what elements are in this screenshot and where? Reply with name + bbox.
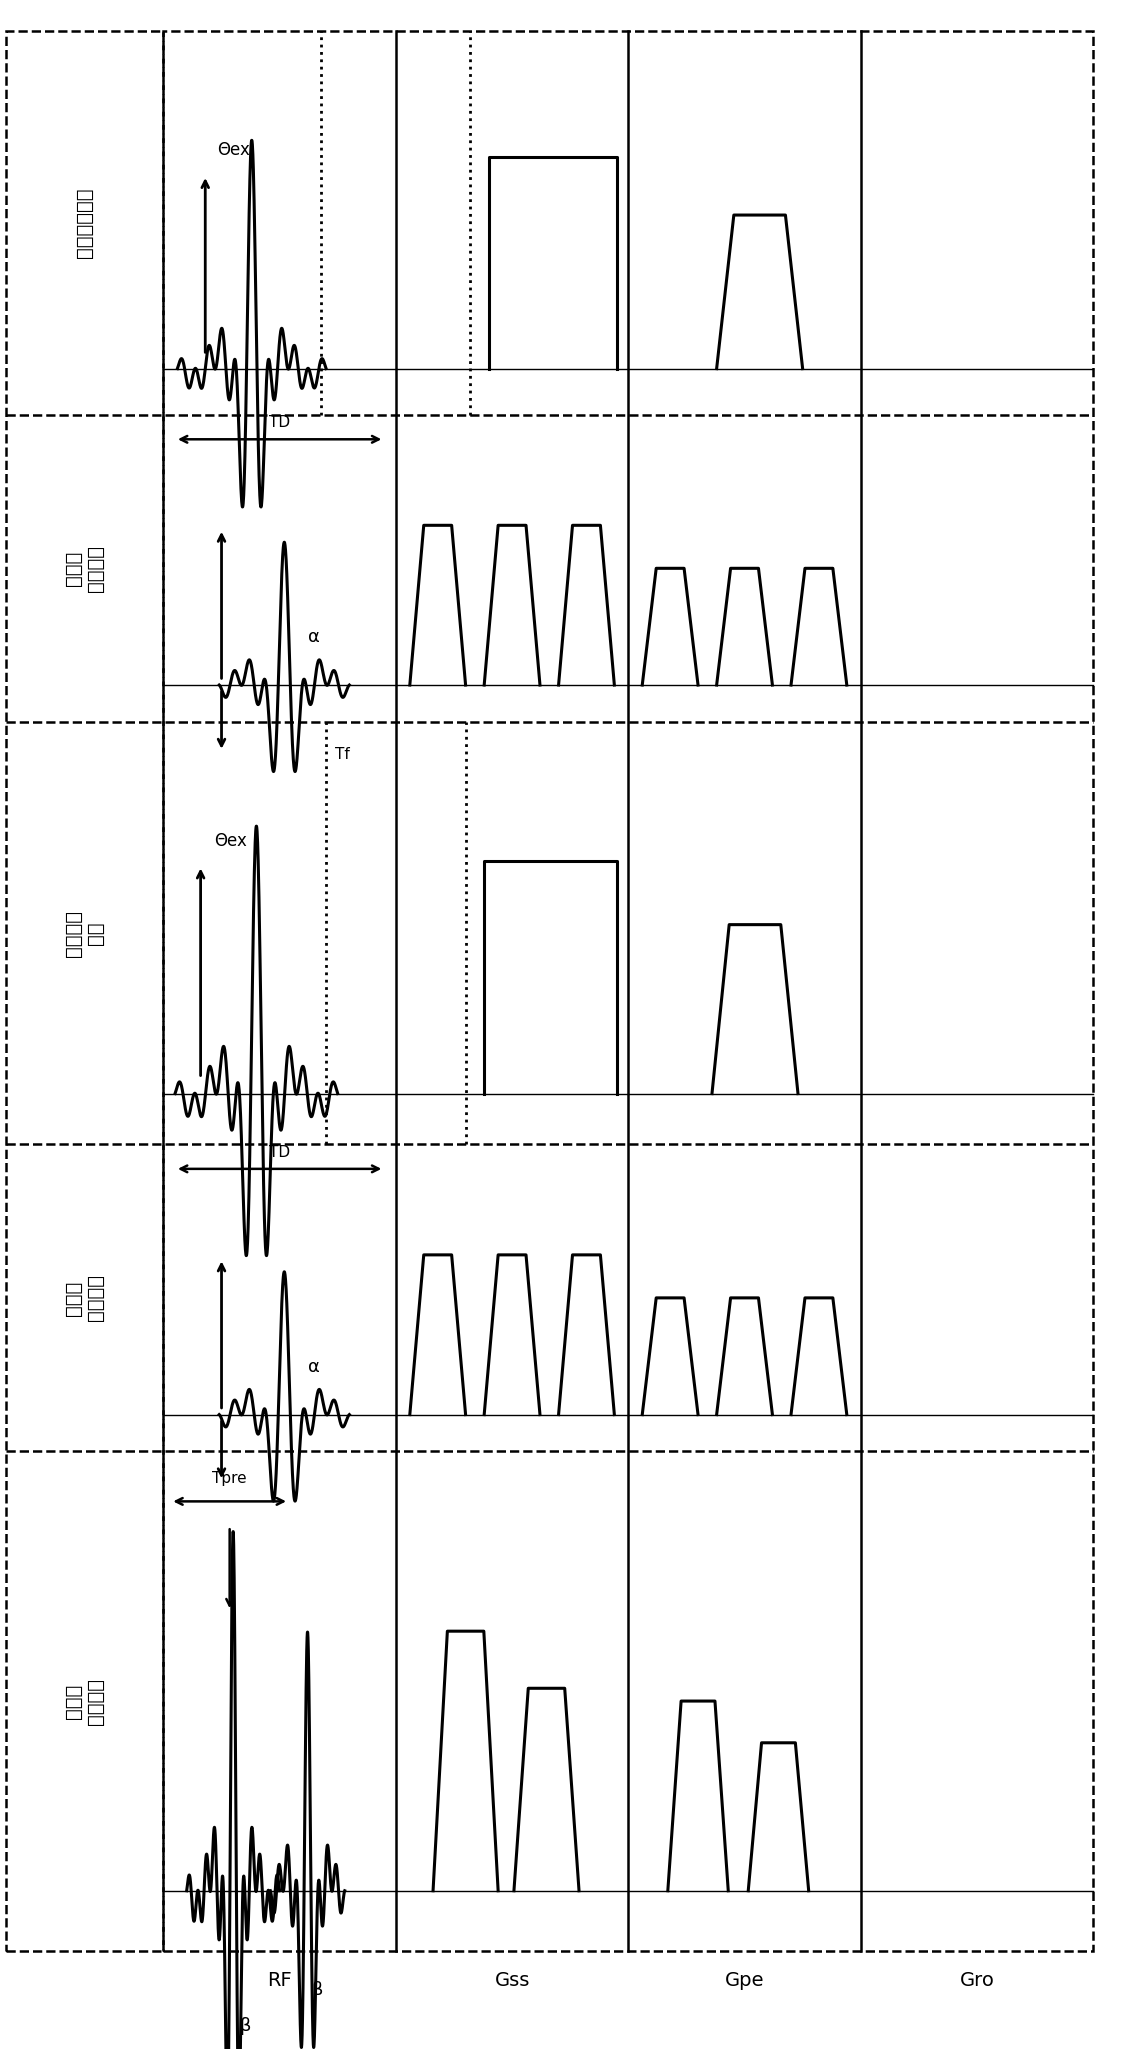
- Text: TD: TD: [269, 1145, 290, 1160]
- Text: β: β: [311, 1981, 322, 1998]
- Text: Gro: Gro: [959, 1971, 994, 1990]
- Text: 第一组
射频脉冲: 第一组 射频脉冲: [64, 1678, 105, 1725]
- Text: 第二组
射频脉冲: 第二组 射频脉冲: [64, 545, 105, 592]
- Text: 第二组
射频脉冲: 第二组 射频脉冲: [64, 1274, 105, 1322]
- Text: TD: TD: [269, 416, 290, 430]
- Text: RF: RF: [267, 1971, 292, 1990]
- Text: 成像脉冲序列: 成像脉冲序列: [76, 186, 94, 258]
- Text: Tpre: Tpre: [212, 1471, 247, 1486]
- Text: Gss: Gss: [495, 1971, 530, 1990]
- Text: Θex: Θex: [214, 832, 248, 850]
- Text: Tf: Tf: [336, 748, 350, 762]
- Text: β: β: [239, 2016, 250, 2035]
- Text: Gpe: Gpe: [725, 1971, 764, 1990]
- Text: 成像脉冲
序列: 成像脉冲 序列: [64, 910, 105, 957]
- Text: Θex: Θex: [216, 141, 250, 160]
- Text: α: α: [308, 1358, 319, 1377]
- Text: α: α: [308, 629, 319, 645]
